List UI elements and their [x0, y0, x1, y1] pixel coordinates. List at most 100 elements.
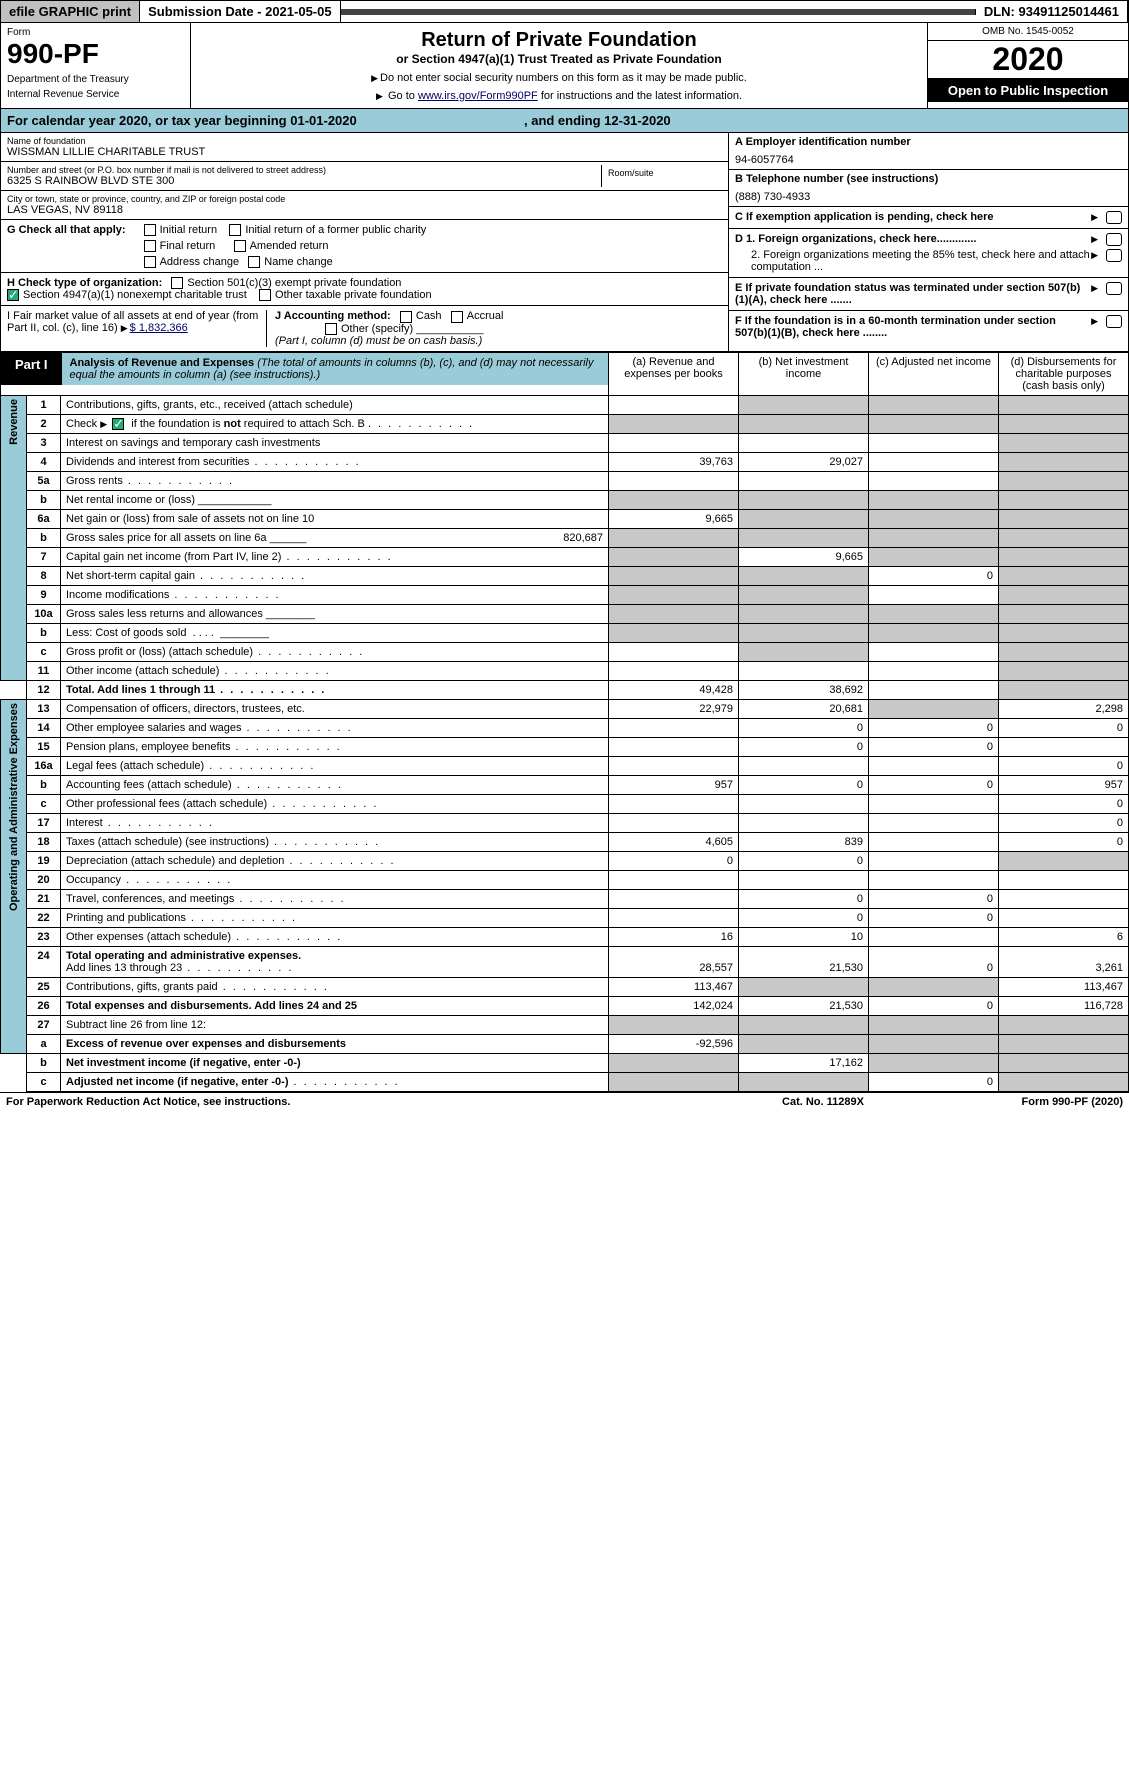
header-right: OMB No. 1545-0052 2020 Open to Public In… [928, 23, 1128, 108]
r20-n: 20 [27, 870, 61, 889]
instr-pre: Go to [388, 90, 418, 102]
chk-other-taxable[interactable] [259, 289, 271, 301]
r24-n: 24 [27, 946, 61, 977]
section-h: H Check type of organization: Section 50… [1, 273, 728, 306]
section-e: E If private foundation status was termi… [729, 278, 1128, 311]
r14-b: 0 [739, 718, 869, 737]
part1-table: Part I Analysis of Revenue and Expenses … [0, 352, 1129, 1092]
r16a-n: 16a [27, 756, 61, 775]
col-c-hdr: (c) Adjusted net income [869, 352, 999, 395]
revenue-side-label: Revenue [1, 395, 27, 680]
h-o1: Section 501(c)(3) exempt private foundat… [187, 277, 401, 289]
section-j: J Accounting method: Cash Accrual Other … [267, 310, 722, 346]
chk-f[interactable] [1106, 315, 1122, 328]
tax-year: 2020 [928, 41, 1128, 79]
r18-n: 18 [27, 832, 61, 851]
r27b-b: 17,162 [739, 1053, 869, 1072]
chk-other-method[interactable] [325, 323, 337, 335]
city-value: LAS VEGAS, NV 89118 [7, 204, 722, 216]
chk-initial-return[interactable] [144, 224, 156, 236]
footer-mid: Cat. No. 11289X [723, 1096, 923, 1108]
r27c-n: c [27, 1072, 61, 1091]
chk-accrual[interactable] [451, 311, 463, 323]
header-center: Return of Private Foundation or Section … [191, 23, 928, 108]
chk-c[interactable] [1106, 211, 1122, 224]
r14-c: 0 [869, 718, 999, 737]
chk-amended[interactable] [234, 240, 246, 252]
r24-b: 21,530 [739, 946, 869, 977]
r24-d: 3,261 [999, 946, 1129, 977]
top-bar: efile GRAPHIC print Submission Date - 20… [0, 0, 1129, 23]
info-left: Name of foundation WISSMAN LILLIE CHARIT… [1, 133, 728, 351]
chk-d1[interactable] [1106, 233, 1122, 246]
r13-n: 13 [27, 699, 61, 718]
city-cell: City or town, state or province, country… [1, 191, 728, 220]
d2-label: 2. Foreign organizations meeting the 85%… [735, 249, 1091, 273]
r14-d: 0 [999, 718, 1129, 737]
r26-d: 116,728 [999, 996, 1129, 1015]
section-d: D 1. Foreign organizations, check here..… [729, 229, 1128, 278]
col-d-hdr: (d) Disbursements for charitable purpose… [999, 352, 1129, 395]
r2-t: Check if the foundation is not required … [61, 414, 609, 433]
r21-n: 21 [27, 889, 61, 908]
r19-b: 0 [739, 851, 869, 870]
r25-t: Contributions, gifts, grants paid [61, 977, 609, 996]
r5a-t: Gross rents [61, 471, 609, 490]
r16c-d: 0 [999, 794, 1129, 813]
r16b-c: 0 [869, 775, 999, 794]
r22-c: 0 [869, 908, 999, 927]
chk-501c3[interactable] [171, 277, 183, 289]
chk-d2[interactable] [1106, 249, 1122, 262]
r13-a: 22,979 [609, 699, 739, 718]
info-grid: Name of foundation WISSMAN LILLIE CHARIT… [0, 133, 1129, 352]
chk-final-return[interactable] [144, 240, 156, 252]
form990pf-link[interactable]: www.irs.gov/Form990PF [418, 90, 538, 102]
cy-begin: 01-01-2020 [290, 113, 357, 128]
submission-date: Submission Date - 2021-05-05 [140, 1, 341, 22]
r16c-n: c [27, 794, 61, 813]
instr-ssn: Do not enter social security numbers on … [197, 72, 921, 84]
r16c-t: Other professional fees (attach schedule… [61, 794, 609, 813]
ein-cell: A Employer identification number 94-6057… [729, 133, 1128, 170]
footer-right: Form 990-PF (2020) [923, 1096, 1123, 1108]
r16b-a: 957 [609, 775, 739, 794]
r6b-t: Gross sales price for all assets on line… [61, 528, 609, 547]
page-footer: For Paperwork Reduction Act Notice, see … [0, 1092, 1129, 1111]
r10c-n: c [27, 642, 61, 661]
chk-sch-b[interactable] [112, 418, 124, 430]
section-i: I Fair market value of all assets at end… [7, 310, 267, 346]
d1-label: D 1. Foreign organizations, check here..… [735, 233, 1091, 246]
r26-t: Total expenses and disbursements. Add li… [61, 996, 609, 1015]
part1-header: Part I Analysis of Revenue and Expenses … [1, 353, 608, 385]
r24-c: 0 [869, 946, 999, 977]
r15-t: Pension plans, employee benefits [61, 737, 609, 756]
form-label: Form [7, 27, 184, 38]
addr-label: Number and street (or P.O. box number if… [7, 165, 601, 175]
r17-n: 17 [27, 813, 61, 832]
r15-n: 15 [27, 737, 61, 756]
chk-address-change[interactable] [144, 256, 156, 268]
r21-b: 0 [739, 889, 869, 908]
form-title: Return of Private Foundation [197, 29, 921, 52]
efile-print-button[interactable]: efile GRAPHIC print [1, 1, 140, 22]
ein-value: 94-6057764 [735, 154, 1122, 166]
part1-tab: Part I [1, 353, 62, 385]
chk-cash[interactable] [400, 311, 412, 323]
r7-t: Capital gain net income (from Part IV, l… [61, 547, 609, 566]
dln-number: DLN: 93491125014461 [976, 1, 1128, 22]
chk-name-change[interactable] [248, 256, 260, 268]
h-o3: Other taxable private foundation [275, 289, 432, 301]
info-right: A Employer identification number 94-6057… [728, 133, 1128, 351]
section-f: F If the foundation is in a 60-month ter… [729, 311, 1128, 343]
part1-title: Analysis of Revenue and Expenses [70, 357, 255, 369]
chk-e[interactable] [1106, 282, 1122, 295]
r18-d: 0 [999, 832, 1129, 851]
r26-n: 26 [27, 996, 61, 1015]
chk-initial-former[interactable] [229, 224, 241, 236]
r21-t: Travel, conferences, and meetings [61, 889, 609, 908]
r6a-n: 6a [27, 509, 61, 528]
j-cash: Cash [416, 310, 442, 322]
chk-4947a1[interactable] [7, 289, 19, 301]
dept-treasury: Department of the Treasury [7, 74, 184, 85]
room-label: Room/suite [608, 168, 716, 178]
